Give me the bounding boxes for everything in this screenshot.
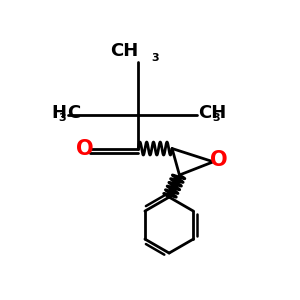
Text: O: O — [210, 150, 228, 170]
Text: 3: 3 — [152, 53, 159, 63]
Text: O: O — [76, 139, 94, 158]
Text: 3: 3 — [58, 112, 66, 123]
Text: CH: CH — [110, 42, 138, 60]
Text: 3: 3 — [212, 112, 220, 123]
Text: H: H — [51, 104, 66, 122]
Text: C: C — [68, 104, 81, 122]
Text: CH: CH — [199, 104, 227, 122]
